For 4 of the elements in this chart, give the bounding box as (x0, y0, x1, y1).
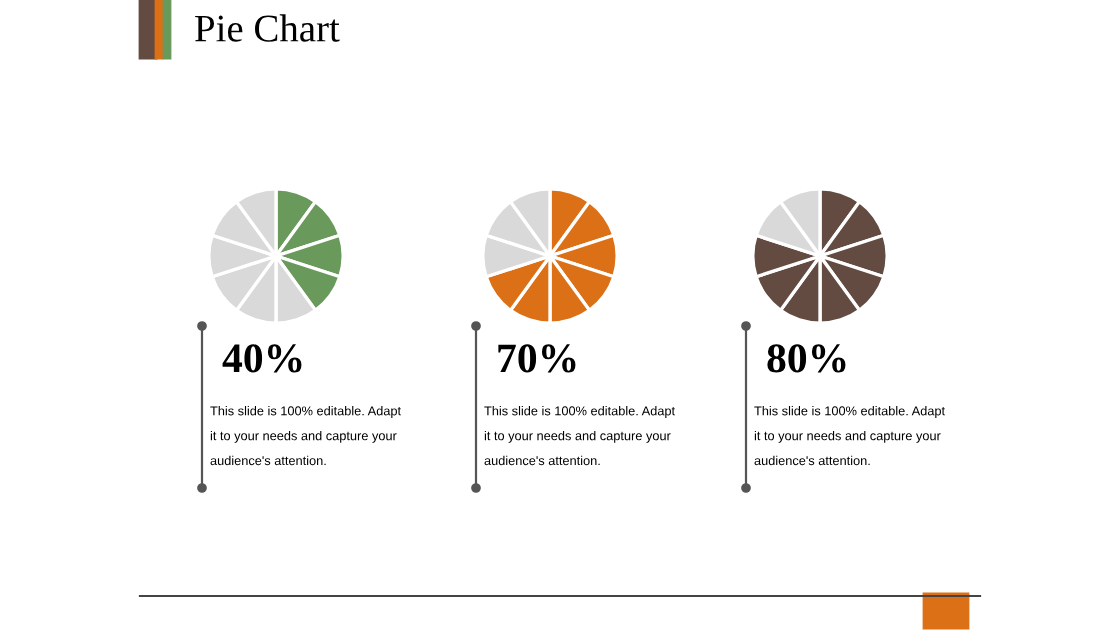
text: 40% (222, 344, 302, 373)
text: 70% (498, 344, 576, 373)
text: Pie Chart (195, 14, 340, 42)
text: 80% (767, 344, 846, 373)
